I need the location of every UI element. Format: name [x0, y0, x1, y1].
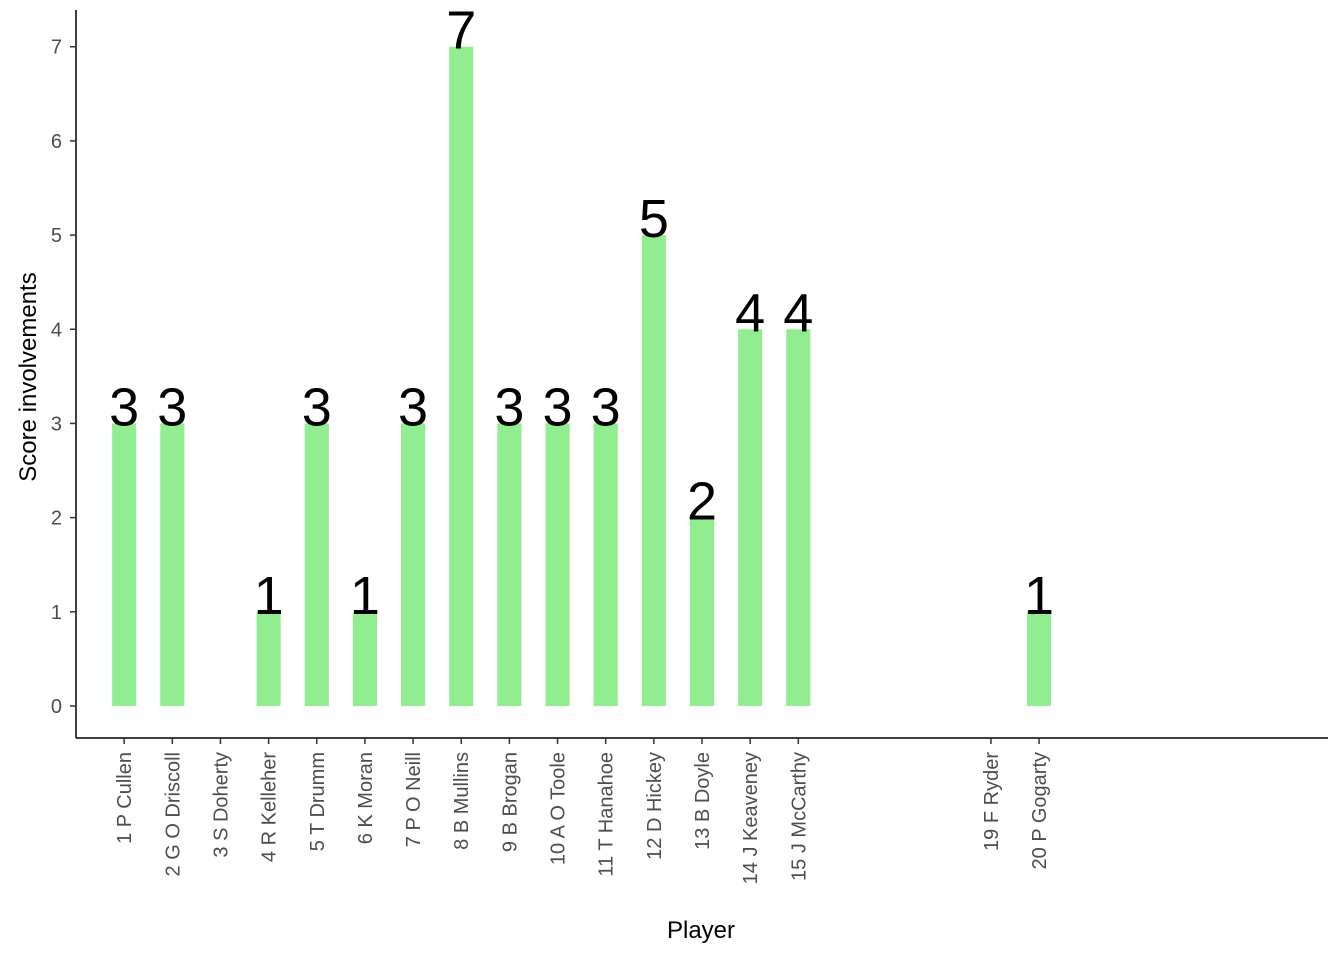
value-label: 5: [639, 189, 669, 249]
bar: [256, 611, 281, 706]
value-label: 1: [254, 566, 284, 626]
x-tick-label: 3 S Doherty: [210, 752, 232, 858]
y-tick-label: 5: [51, 225, 62, 247]
value-label: 4: [735, 283, 765, 343]
x-tick-label: 7 P O Neill: [403, 752, 425, 847]
value-label: 7: [446, 1, 476, 61]
x-tick-label: 11 T Hanahoe: [596, 752, 618, 877]
x-tick-label: 2 G O Driscoll: [162, 752, 184, 876]
x-tick-label: 10 A O Toole: [548, 752, 570, 865]
bar: [545, 423, 570, 706]
value-label: 1: [350, 566, 380, 626]
value-label: 3: [494, 377, 524, 437]
x-tick-label: 9 B Brogan: [499, 752, 521, 852]
y-tick-label: 3: [51, 413, 62, 435]
bar: [160, 423, 185, 706]
value-label: 2: [687, 472, 717, 532]
bar: [689, 517, 715, 706]
bar: [352, 611, 377, 706]
y-tick-label: 0: [51, 696, 62, 718]
y-tick-label: 2: [51, 508, 62, 530]
x-tick-label: 1 P Cullen: [114, 752, 136, 844]
x-tick-label: 13 B Doyle: [692, 752, 714, 850]
y-axis-title: Score involvements: [15, 272, 42, 481]
x-axis-title: Player: [667, 917, 735, 944]
bar: [593, 423, 618, 706]
x-tick-label: 20 P Gogarty: [1029, 752, 1051, 869]
value-label: 3: [543, 377, 573, 437]
y-tick-label: 6: [51, 131, 62, 153]
bar: [786, 329, 811, 706]
bar: [401, 423, 426, 706]
y-tick-label: 7: [51, 37, 62, 59]
bar: [1027, 611, 1052, 706]
value-label: 4: [783, 283, 813, 343]
value-label: 3: [398, 377, 428, 437]
value-label: 1: [1024, 566, 1054, 626]
x-tick-label: 4 R Kelleher: [259, 752, 281, 862]
x-tick-label: 5 T Drumm: [307, 752, 329, 851]
x-tick-label: 19 F Ryder: [981, 752, 1003, 851]
value-label: 3: [302, 377, 332, 437]
x-tick-label: 14 J Keaveney: [740, 752, 762, 884]
x-tick-label: 15 J McCarthy: [788, 752, 810, 881]
bar: [112, 423, 137, 706]
x-tick-label: 6 K Moran: [355, 752, 377, 844]
x-tick-label: 8 B Mullins: [451, 752, 473, 850]
bar: [304, 423, 329, 706]
value-label: 3: [157, 377, 187, 437]
value-label: 3: [109, 377, 139, 437]
bar: [641, 235, 666, 706]
bar: [497, 423, 522, 706]
bar: [738, 329, 763, 706]
value-label: 3: [591, 377, 621, 437]
x-tick-label: 12 D Hickey: [644, 752, 666, 860]
y-tick-label: 4: [51, 319, 62, 341]
y-tick-label: 1: [51, 602, 62, 624]
bar: [449, 46, 474, 706]
